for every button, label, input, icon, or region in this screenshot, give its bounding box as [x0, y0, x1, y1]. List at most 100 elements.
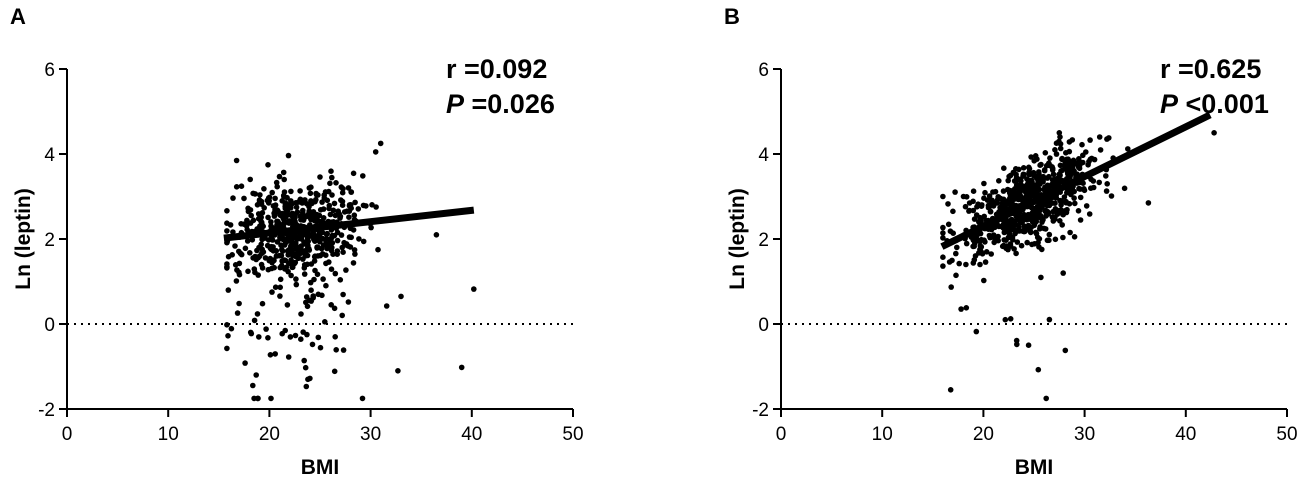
scatter-point	[966, 200, 973, 206]
scatter-point	[1077, 217, 1084, 223]
scatter-point	[958, 306, 964, 312]
scatter-point	[1077, 162, 1083, 168]
scatter-point	[315, 192, 321, 198]
scatter-point	[1086, 211, 1093, 217]
scatter-point	[282, 205, 289, 212]
scatter-point	[1064, 169, 1071, 176]
scatter-point	[1006, 173, 1012, 180]
panel-b-y-axis-label: Ln (leptin)	[726, 188, 749, 289]
scatter-point	[977, 214, 983, 221]
scatter-point	[1069, 137, 1076, 143]
scatter-point	[1071, 234, 1078, 240]
x-tick-label: 10	[872, 424, 893, 445]
scatter-point	[328, 266, 335, 273]
scatter-point	[248, 212, 254, 219]
scatter-point	[963, 261, 969, 268]
scatter-point	[290, 233, 296, 239]
y-tick-label: 4	[758, 145, 769, 166]
scatter-point	[1125, 146, 1131, 152]
scatter-point	[1009, 217, 1015, 224]
panel-b-p-symbol: P	[1160, 89, 1179, 119]
scatter-point	[1028, 224, 1034, 231]
scatter-point	[320, 206, 327, 212]
scatter-point	[250, 255, 256, 261]
scatter-point	[1062, 347, 1069, 354]
scatter-point	[298, 336, 304, 343]
panel-a-y-ticks: -2 0 2 4 6	[38, 60, 67, 421]
scatter-point	[234, 310, 241, 316]
scatter-point	[962, 203, 969, 210]
scatter-point	[298, 249, 305, 256]
scatter-point	[254, 311, 261, 317]
scatter-point	[346, 234, 353, 240]
scatter-point	[256, 244, 262, 251]
panel-a-p-number: =0.026	[464, 89, 555, 119]
scatter-point	[234, 267, 240, 273]
scatter-point	[298, 245, 304, 251]
panel-a-x-ticks: 0 10 20 30 40 50	[62, 409, 584, 445]
scatter-point	[360, 202, 367, 209]
y-tick-label: 0	[758, 315, 769, 336]
scatter-point	[1037, 226, 1043, 232]
scatter-point	[1053, 151, 1060, 157]
scatter-point	[225, 333, 231, 339]
scatter-point	[286, 247, 292, 253]
scatter-point	[1057, 141, 1064, 147]
panel-b: B r =0.625 P <0.001 0 10 20 30 40 50 -2 0 2 4 6 B…	[724, 4, 1298, 479]
scatter-point	[981, 180, 987, 187]
scatter-point	[318, 219, 325, 225]
scatter-point	[995, 237, 1001, 244]
scatter-point	[224, 322, 230, 328]
scatter-point	[345, 185, 352, 191]
scatter-point	[311, 258, 318, 264]
scatter-point	[330, 207, 337, 214]
y-tick-label: 0	[44, 315, 55, 336]
scatter-point	[1010, 169, 1017, 176]
scatter-point	[311, 276, 317, 283]
scatter-point	[977, 261, 983, 268]
scatter-point	[940, 224, 946, 231]
scatter-point	[1000, 188, 1007, 194]
scatter-point	[952, 189, 958, 195]
scatter-point	[265, 195, 272, 201]
scatter-point	[1097, 147, 1104, 153]
scatter-point	[1007, 316, 1014, 322]
scatter-point	[309, 200, 315, 207]
scatter-point	[963, 305, 970, 311]
scatter-point	[1012, 230, 1018, 237]
scatter-point	[247, 250, 253, 256]
x-tick-label: 0	[776, 424, 787, 445]
scatter-point	[978, 236, 985, 243]
scatter-point	[259, 300, 266, 307]
scatter-point	[320, 276, 326, 282]
scatter-point	[265, 266, 272, 273]
scatter-point	[257, 192, 263, 198]
scatter-point	[297, 213, 304, 220]
scatter-point	[973, 328, 980, 335]
scatter-point	[1034, 214, 1041, 221]
scatter-point	[346, 214, 352, 220]
x-tick-label: 30	[1074, 424, 1095, 445]
scatter-point	[997, 204, 1003, 211]
scatter-point	[995, 233, 1001, 240]
scatter-point	[328, 168, 334, 174]
scatter-point	[1067, 229, 1073, 236]
scatter-point	[1052, 176, 1058, 183]
scatter-point	[1052, 236, 1059, 243]
scatter-point	[326, 259, 332, 265]
scatter-point	[294, 209, 301, 215]
scatter-point	[395, 368, 401, 374]
scatter-point	[981, 195, 987, 201]
scatter-point	[1024, 176, 1030, 182]
scatter-point	[360, 173, 366, 179]
y-tick-label: 2	[758, 230, 769, 251]
scatter-point	[1060, 270, 1066, 276]
scatter-point	[970, 237, 977, 243]
scatter-point	[974, 204, 980, 210]
panel-b-x-ticks: 0 10 20 30 40 50	[776, 409, 1298, 445]
scatter-point	[348, 189, 355, 195]
scatter-point	[303, 299, 309, 306]
scatter-point	[1002, 316, 1009, 323]
scatter-point	[1069, 170, 1076, 176]
scatter-point	[334, 248, 341, 254]
